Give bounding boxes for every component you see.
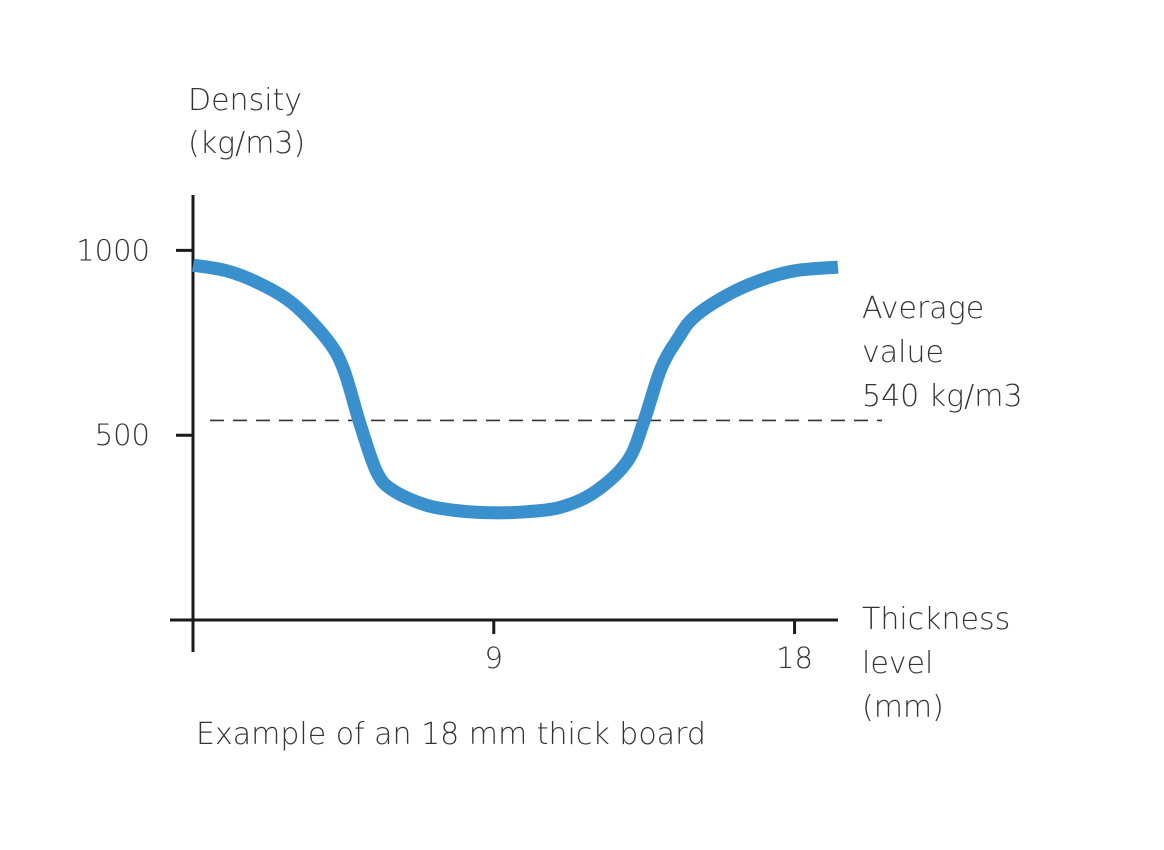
average-value-annotation-line-1: value bbox=[862, 335, 944, 370]
x-axis-title-line-2: (mm) bbox=[862, 690, 944, 725]
chart-caption: Example of an 18 mm thick board bbox=[196, 717, 706, 752]
x-axis-title-line-0: Thickness bbox=[862, 602, 1010, 637]
average-value-annotation-line-2: 540 kg/m3 bbox=[862, 379, 1023, 414]
y-tick-label-500: 500 bbox=[95, 418, 150, 452]
x-axis-title-line-1: level bbox=[862, 646, 933, 681]
series-line-0 bbox=[191, 258, 839, 520]
y-tick-label-1000: 1000 bbox=[76, 233, 150, 267]
average-value-annotation: Average value 540 kg/m3 bbox=[862, 291, 1023, 414]
average-value-annotation-line-0: Average bbox=[862, 291, 984, 326]
series-group bbox=[191, 258, 839, 520]
labels-group: 500 1000 9 18 Density (kg/m3) Average value 540 … bbox=[76, 83, 1022, 752]
x-axis-title: Thickness level (mm) bbox=[862, 602, 1010, 725]
axes bbox=[170, 195, 838, 652]
x-tick-label-9: 9 bbox=[485, 641, 503, 675]
x-tick-label-18: 18 bbox=[776, 641, 813, 675]
y-axis-title: Density (kg/m3) bbox=[188, 83, 305, 161]
y-axis-title-line-1: (kg/m3) bbox=[188, 126, 305, 161]
y-axis-title-line-0: Density bbox=[188, 83, 302, 118]
